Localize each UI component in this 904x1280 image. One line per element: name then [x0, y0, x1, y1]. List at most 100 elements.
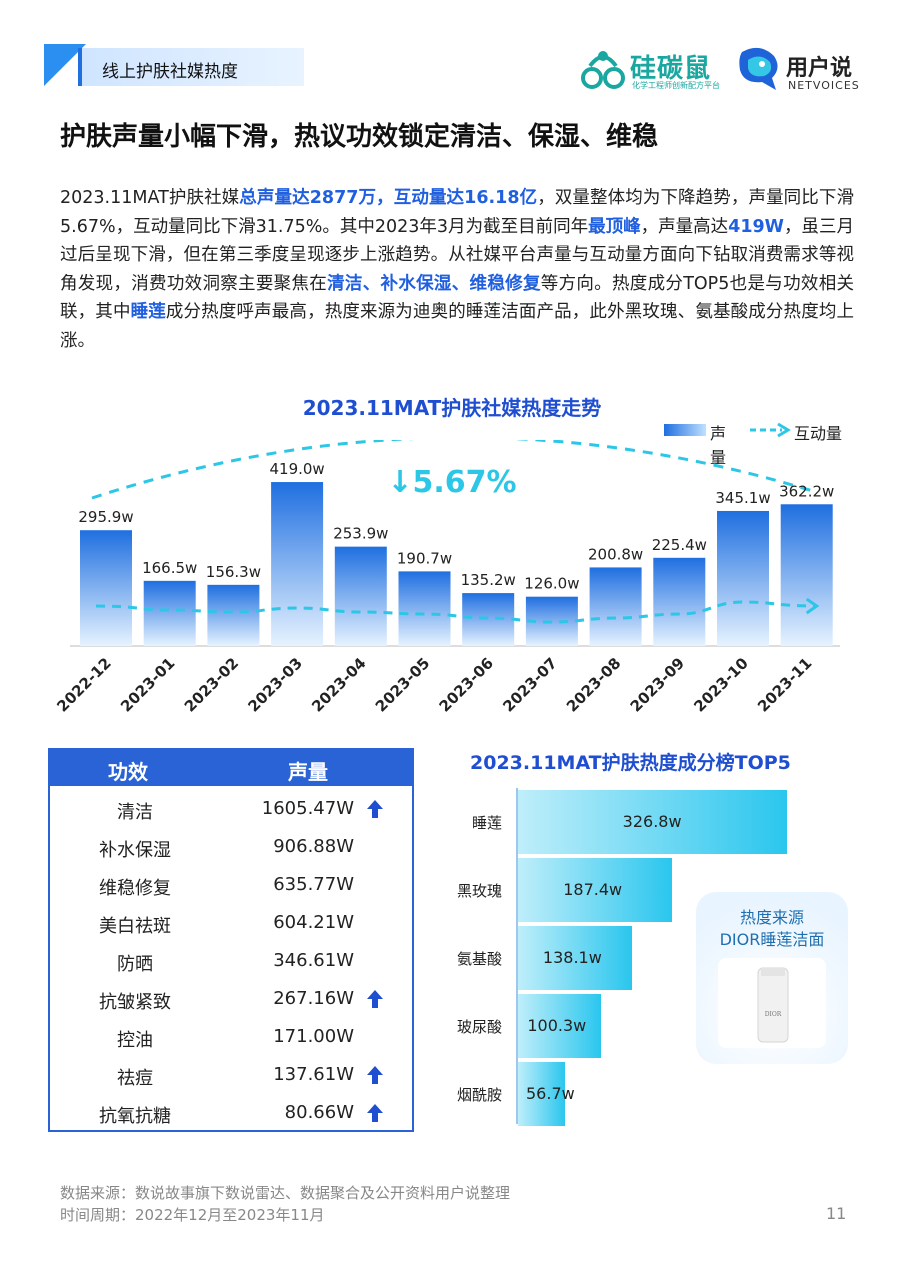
up-arrow-icon	[367, 800, 383, 818]
volume-bar	[462, 593, 515, 646]
ingredient-bar	[518, 926, 632, 990]
up-arrow-icon	[367, 1104, 383, 1122]
volume-bar	[334, 546, 387, 646]
highlight-text: 419W	[728, 216, 784, 237]
table-row: 维稳修复 635.77W	[50, 866, 412, 904]
efficacy-volume: 80.66W	[284, 1102, 354, 1123]
decline-annotation: ↓5.67%	[387, 465, 516, 500]
volume-data-label: 345.1w	[715, 489, 770, 507]
guitanshu-logo-name: 硅碳鼠	[630, 54, 712, 84]
volume-data-label: 200.8w	[588, 545, 643, 563]
efficacy-volume: 171.00W	[273, 1026, 354, 1047]
volume-data-label: 190.7w	[397, 549, 452, 567]
footer-period: 时间周期：2022年12月至2023年11月	[60, 1206, 325, 1224]
ingredient-bar	[518, 994, 601, 1058]
efficacy-volume: 1605.47W	[261, 798, 354, 819]
section-tab: 线上护肤社媒热度	[44, 44, 304, 86]
page-number: 11	[826, 1204, 847, 1223]
netvoices-logo-icon	[739, 47, 778, 90]
up-arrow-icon	[367, 1066, 383, 1084]
trend-chart: ↓5.67% 295.9w 2022-12 166.5w 2023-01 156.3w 20…	[53, 440, 840, 716]
paragraph-text: ，双量整体均为下降趋势，声量同比下滑5.67%，互动量同比下滑31.75%。其中…	[60, 188, 854, 237]
efficacy-volume: 906.88W	[273, 836, 354, 857]
heat-source-label: 热度来源	[739, 908, 804, 927]
table-row: 美白祛斑 604.21W	[50, 904, 412, 942]
volume-bar	[207, 584, 260, 646]
x-tick-label: 2023-05	[372, 654, 433, 715]
table-row: 清洁 1605.47W	[50, 790, 412, 828]
volume-bar	[271, 482, 324, 646]
efficacy-name: 抗皱紧致	[99, 992, 171, 1013]
dior-cleanser-image: DIOR	[718, 958, 826, 1048]
volume-bar	[143, 580, 196, 646]
efficacy-name: 防晒	[117, 954, 153, 975]
efficacy-name: 清洁	[117, 802, 153, 823]
heat-source-product: DIOR睡莲洁面	[719, 930, 825, 949]
volume-data-label: 135.2w	[461, 571, 516, 589]
efficacy-name: 补水保湿	[99, 840, 171, 861]
volume-data-label: 156.3w	[206, 563, 261, 581]
highlight-text: 总声量达2877万，互动量达16.18亿	[239, 188, 538, 208]
guitanshu-logo-icon	[581, 51, 625, 89]
highlight-text: 清洁、补水保湿、维稳修复	[327, 273, 541, 294]
guitanshu-logo: 硅碳鼠 化学工程师创新配方平台	[580, 44, 730, 94]
ingredient-label: 黑玫瑰	[456, 882, 502, 900]
ingredient-label: 烟酰胺	[456, 1086, 502, 1104]
table-row: 祛痘 137.61W	[50, 1056, 412, 1094]
x-tick-label: 2023-03	[245, 654, 306, 715]
x-tick-label: 2023-11	[754, 654, 815, 715]
highlight-text: 睡莲	[130, 302, 166, 322]
efficacy-table-header: 功效 声量	[50, 750, 412, 786]
x-tick-label: 2022-12	[53, 654, 114, 715]
volume-data-label: 295.9w	[78, 508, 133, 526]
footer-notes: 数据来源：数说故事旗下数说雷达、数据聚合及公开资料用户说整理 时间周期：2022…	[60, 1182, 510, 1226]
top5-axis	[516, 788, 518, 1124]
volume-bar	[398, 571, 451, 646]
paragraph-text: 2023.11MAT护肤社媒	[60, 188, 240, 208]
volume-data-label: 126.0w	[524, 575, 579, 593]
efficacy-name: 抗氧抗糖	[99, 1106, 171, 1127]
netvoices-logo: 用户说 NETVOICES	[736, 44, 866, 96]
trend-chart-title: 2023.11MAT护肤社媒热度走势	[302, 396, 602, 420]
interaction-line	[95, 600, 817, 624]
ingredient-value: 138.1w	[542, 948, 602, 967]
highlight-text: 最顶峰	[588, 216, 641, 237]
volume-bar	[80, 530, 132, 646]
ingredient-label: 氨基酸	[456, 950, 502, 968]
x-tick-label: 2023-02	[181, 654, 242, 715]
volume-data-label: 225.4w	[652, 536, 707, 554]
volume-bar	[589, 567, 642, 646]
ingredient-value: 187.4w	[563, 880, 623, 899]
efficacy-name: 控油	[117, 1030, 153, 1051]
efficacy-name: 维稳修复	[99, 878, 171, 899]
ingredient-bar	[518, 858, 673, 922]
table-row: 控油 171.00W	[50, 1018, 412, 1056]
x-tick-label: 2023-10	[690, 654, 751, 715]
volume-data-label: 253.9w	[333, 525, 388, 543]
efficacy-volume: 346.61W	[273, 950, 354, 971]
ingredient-bar	[518, 790, 788, 854]
x-tick-label: 2023-06	[436, 654, 497, 715]
legend-interaction-label: 互动量	[794, 424, 843, 443]
netvoices-logo-name: 用户说	[786, 56, 853, 81]
volume-data-label: 166.5w	[142, 559, 197, 577]
ingredient-label: 睡莲	[471, 814, 502, 832]
paragraph-text: 等方向。热度成分TOP5也是与功效相关联，其中	[60, 273, 855, 323]
efficacy-volume: 267.16W	[273, 988, 354, 1009]
volume-bar	[780, 504, 833, 646]
paragraph-text: ，虽三月过后呈现下滑，但在第三季度呈现逐步上涨趋势。从社媒平台声量与互动量方面向…	[60, 216, 855, 294]
section-tab-bar	[78, 48, 304, 86]
section-tab-label: 线上护肤社媒热度	[102, 62, 238, 82]
legend-volume-label: 声量	[710, 424, 727, 467]
volume-data-label: 362.2w	[779, 482, 834, 500]
volume-bar	[717, 510, 769, 646]
table-row: 补水保湿 906.88W	[50, 828, 412, 866]
x-tick-label: 2023-08	[563, 654, 624, 715]
legend-bar-swatch	[664, 424, 706, 436]
efficacy-volume: 137.61W	[273, 1064, 354, 1085]
netvoices-logo-sub: NETVOICES	[788, 79, 860, 92]
top5-chart-title: 2023.11MAT护肤热度成分榜TOP5	[470, 752, 791, 774]
table-row: 防晒 346.61W	[50, 942, 412, 980]
efficacy-name: 美白祛斑	[99, 916, 171, 937]
legend-line-swatch	[750, 422, 791, 438]
